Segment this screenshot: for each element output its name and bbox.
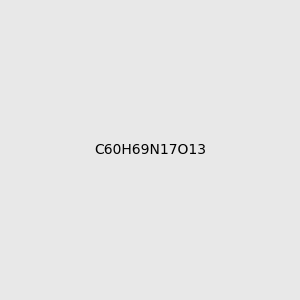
Text: C60H69N17O13: C60H69N17O13: [94, 143, 206, 157]
